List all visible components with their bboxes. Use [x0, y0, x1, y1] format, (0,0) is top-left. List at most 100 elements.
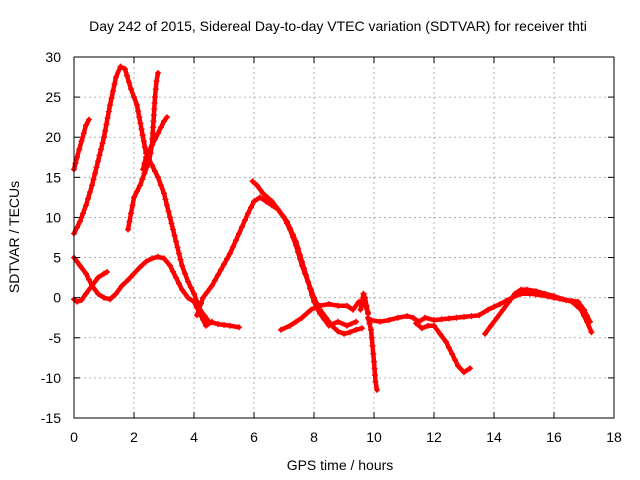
plus-marker — [500, 306, 506, 313]
plus-marker — [263, 198, 269, 205]
plus-marker — [370, 350, 377, 357]
plus-marker — [248, 204, 254, 211]
plus-marker — [140, 138, 147, 145]
plus-marker — [170, 226, 176, 233]
plus-marker — [149, 255, 155, 262]
plus-marker — [95, 158, 101, 165]
plus-marker — [278, 326, 284, 333]
x-tick-label: 18 — [606, 429, 622, 445]
plus-marker — [155, 130, 161, 137]
plus-marker — [152, 86, 159, 93]
plus-marker — [107, 102, 113, 109]
plus-marker — [170, 268, 176, 275]
plus-marker — [326, 301, 332, 308]
plus-marker — [76, 146, 83, 153]
plus-marker — [191, 298, 197, 305]
plus-marker — [131, 270, 137, 277]
plus-marker — [293, 238, 299, 245]
plus-marker — [449, 350, 455, 357]
plus-marker — [242, 217, 248, 224]
plus-marker — [372, 372, 378, 379]
plus-marker — [227, 322, 233, 329]
plus-marker — [146, 148, 152, 155]
plus-marker — [92, 170, 98, 177]
plus-marker — [305, 278, 311, 285]
plus-marker — [152, 168, 158, 175]
plus-marker — [371, 365, 378, 372]
plus-marker — [93, 164, 100, 171]
plus-marker — [581, 312, 587, 319]
plus-marker — [150, 118, 157, 125]
plus-marker — [96, 152, 103, 159]
plus-marker — [368, 326, 374, 333]
plot-frame — [73, 56, 615, 419]
y-tick-label: -5 — [49, 330, 62, 346]
plus-marker — [359, 325, 365, 332]
plus-marker — [149, 130, 156, 137]
plus-marker — [350, 306, 356, 313]
plus-marker — [126, 218, 133, 225]
plus-marker — [83, 122, 89, 129]
plus-marker — [139, 176, 146, 183]
y-tick-label: 0 — [53, 290, 61, 306]
plus-marker — [374, 386, 380, 393]
plus-marker — [129, 202, 136, 209]
plus-marker — [155, 174, 161, 181]
plus-marker — [103, 121, 110, 128]
plus-marker — [137, 120, 144, 127]
plus-marker — [105, 108, 112, 115]
plus-marker — [299, 314, 305, 321]
plus-marker — [167, 262, 173, 269]
plus-marker — [284, 218, 290, 225]
plus-marker — [149, 142, 155, 149]
plus-marker — [249, 178, 256, 185]
plus-marker — [87, 189, 93, 195]
plus-marker — [179, 286, 185, 293]
plus-marker — [533, 288, 539, 295]
plus-marker — [419, 325, 425, 332]
x-tick-label: 14 — [486, 429, 502, 445]
plus-marker — [143, 258, 149, 265]
plus-marker — [307, 285, 313, 292]
plus-marker — [151, 100, 158, 107]
plus-marker — [179, 262, 185, 269]
x-tick-label: 12 — [426, 429, 442, 445]
plus-marker — [200, 316, 206, 323]
plus-marker — [359, 298, 365, 305]
plus-marker — [198, 300, 204, 307]
y-tick-label: 15 — [45, 169, 61, 185]
series-arc-3 — [71, 253, 215, 329]
plus-marker — [233, 237, 239, 244]
x-tick-label: 6 — [250, 429, 258, 445]
plus-marker — [152, 94, 158, 101]
plus-marker — [78, 138, 85, 145]
plus-marker — [135, 108, 142, 115]
plus-marker — [89, 182, 95, 189]
plus-marker — [89, 282, 95, 289]
plus-marker — [74, 154, 80, 161]
plus-marker — [131, 94, 137, 101]
plus-marker — [377, 318, 383, 325]
plus-marker — [452, 356, 458, 363]
plus-marker — [171, 232, 178, 239]
plus-marker — [122, 66, 128, 72]
plus-marker — [80, 210, 86, 217]
plus-marker — [588, 329, 595, 336]
plus-marker — [137, 264, 143, 271]
plus-marker — [141, 160, 148, 167]
plus-marker — [125, 226, 131, 233]
plus-marker — [575, 298, 581, 305]
series-arc-11 — [365, 314, 380, 393]
plus-marker — [386, 317, 392, 324]
plus-marker — [152, 136, 158, 143]
plus-marker — [173, 238, 179, 245]
plus-marker — [395, 314, 401, 321]
plus-marker — [98, 146, 104, 153]
plus-marker — [251, 198, 257, 205]
plus-marker — [95, 290, 101, 297]
plus-marker — [95, 274, 101, 281]
plus-marker — [287, 322, 293, 329]
y-tick-label: 10 — [45, 209, 61, 225]
plus-marker — [360, 290, 367, 297]
